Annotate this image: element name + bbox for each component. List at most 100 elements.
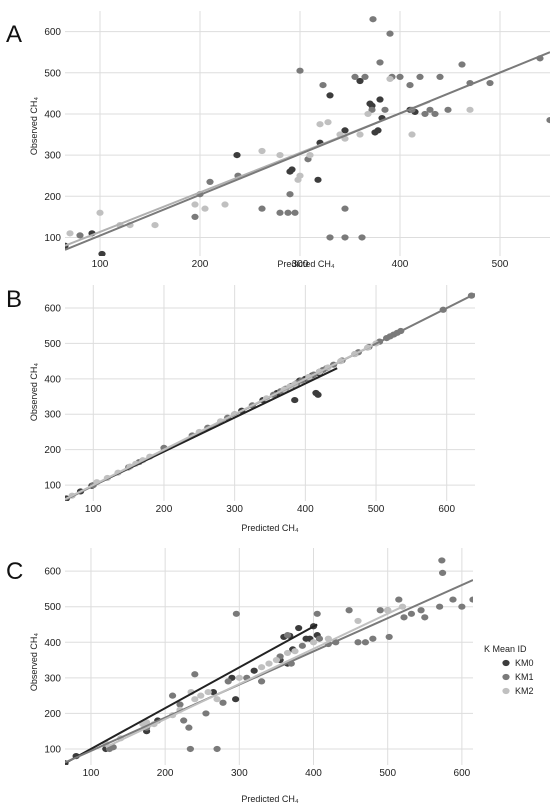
- point-km1: [191, 213, 199, 220]
- point-km0: [356, 77, 364, 85]
- y-tick-label: 300: [44, 410, 61, 421]
- fit-line: [65, 344, 373, 501]
- point-km1: [176, 701, 184, 708]
- point-km1: [276, 209, 284, 216]
- point-km2: [235, 674, 243, 681]
- point-km1: [369, 16, 377, 23]
- y-tick-label: 500: [44, 339, 61, 350]
- point-km0: [326, 92, 334, 99]
- point-km2: [66, 230, 74, 237]
- point-km1: [351, 73, 359, 80]
- legend-label-km2: KM2: [515, 686, 534, 696]
- point-km2: [354, 617, 362, 625]
- point-km2: [143, 719, 151, 726]
- point-km1: [406, 82, 414, 89]
- point-km0: [291, 396, 299, 404]
- point-km1: [417, 607, 425, 614]
- point-km1: [381, 106, 389, 113]
- y-axis-title-a: Observed CH₄: [29, 97, 39, 156]
- point-km1: [486, 79, 494, 87]
- y-tick-label: 100: [44, 744, 61, 755]
- point-km1: [376, 59, 384, 66]
- plot-area-a: [65, 11, 550, 256]
- point-km1: [444, 106, 452, 113]
- point-km1: [258, 205, 266, 212]
- point-km2: [201, 205, 209, 212]
- legend-swatch-km2: [502, 687, 510, 695]
- point-km2: [221, 201, 229, 208]
- panel-letter-c: C: [6, 558, 23, 585]
- y-tick-label: 100: [44, 481, 61, 492]
- x-tick-label: 200: [192, 259, 209, 270]
- y-axis-title-c: Observed CH₄: [29, 633, 39, 692]
- point-km2: [213, 696, 221, 703]
- point-km2: [272, 656, 281, 664]
- fit-line: [65, 51, 550, 251]
- y-tick-label: 600: [44, 27, 61, 38]
- x-tick-label: 100: [92, 259, 109, 270]
- point-km2: [204, 688, 212, 696]
- x-tick-label: 300: [231, 768, 248, 779]
- point-km1: [341, 234, 349, 241]
- x-tick-label: 600: [438, 504, 455, 515]
- point-km0: [250, 667, 258, 674]
- point-km1: [168, 692, 177, 699]
- point-km1: [407, 610, 416, 617]
- point-km1: [431, 110, 439, 118]
- legend: K Mean ID KM0 KM1 KM2: [484, 644, 534, 696]
- point-km1: [385, 633, 393, 641]
- point-km1: [296, 67, 304, 74]
- y-tick-label: 400: [44, 109, 61, 120]
- point-km1: [298, 642, 306, 649]
- point-km1: [180, 717, 188, 724]
- point-km2: [364, 110, 372, 118]
- point-km2: [258, 147, 266, 155]
- point-km1: [191, 671, 199, 678]
- point-km1: [224, 678, 232, 685]
- point-km1: [469, 596, 473, 603]
- point-km1: [361, 639, 370, 646]
- point-km2: [257, 664, 266, 671]
- point-km1: [396, 73, 404, 80]
- point-km1: [369, 635, 377, 642]
- point-km1: [185, 724, 193, 731]
- y-tick-label: 400: [44, 638, 61, 649]
- y-tick-label: 200: [44, 709, 61, 720]
- fit-line: [105, 605, 403, 749]
- point-km1: [283, 632, 292, 639]
- point-km1: [186, 745, 194, 753]
- point-km0: [209, 688, 217, 696]
- point-km1: [458, 61, 466, 68]
- point-km1: [291, 209, 299, 216]
- point-km2: [356, 131, 364, 138]
- point-km1: [313, 610, 321, 617]
- x-tick-label: 400: [392, 259, 409, 270]
- y-tick-label: 100: [44, 233, 61, 244]
- y-tick-label: 600: [44, 567, 61, 578]
- fit-line: [65, 623, 318, 765]
- x-tick-label: 200: [157, 768, 174, 779]
- point-km1: [546, 117, 550, 124]
- point-km2: [316, 121, 324, 128]
- point-km1: [449, 596, 457, 603]
- marks-a: [65, 16, 550, 256]
- point-km2: [151, 222, 159, 229]
- point-km1: [368, 106, 376, 113]
- point-km2: [96, 209, 104, 216]
- point-km0: [376, 96, 384, 103]
- panel-b: B 100 200 300 400 500 600 100 200 300 400 500 600 P…: [6, 285, 475, 533]
- marks-c: [65, 557, 473, 765]
- point-km0: [288, 166, 296, 173]
- point-km1: [426, 106, 434, 113]
- x-tick-label: 100: [83, 768, 100, 779]
- panel-letter-b: B: [6, 286, 22, 313]
- point-km1: [232, 610, 240, 617]
- point-km1: [416, 73, 424, 80]
- point-km2: [197, 692, 205, 699]
- point-km2: [466, 106, 474, 113]
- y-tick-label: 500: [44, 68, 61, 79]
- point-km2: [324, 119, 332, 126]
- point-km1: [341, 205, 349, 212]
- point-km1: [326, 234, 334, 241]
